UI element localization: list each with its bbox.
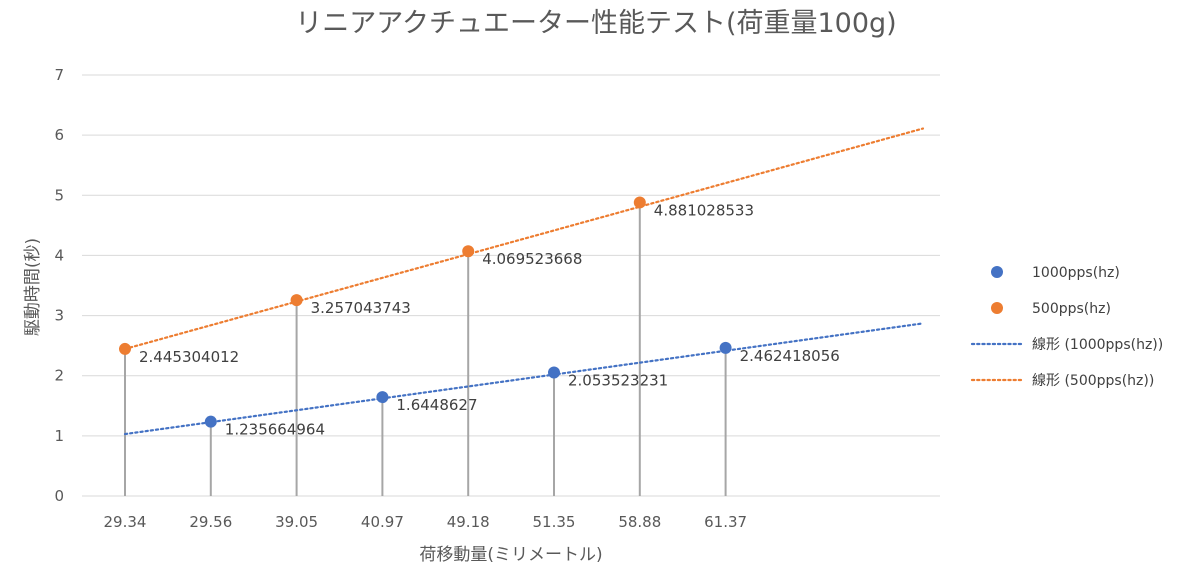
data-point <box>290 294 303 307</box>
x-tick-label: 61.37 <box>704 513 747 531</box>
y-axis-title: 駆動時間(秒) <box>23 238 43 336</box>
y-tick-label: 0 <box>54 487 64 505</box>
data-points <box>119 196 732 428</box>
y-tick-label: 6 <box>54 126 64 144</box>
x-tick-label: 40.97 <box>361 513 404 531</box>
data-point <box>633 196 646 209</box>
legend-marker <box>991 302 1003 314</box>
x-tick-label: 29.34 <box>104 513 147 531</box>
trendline <box>123 322 925 436</box>
data-point <box>548 366 560 379</box>
y-tick-label: 1 <box>54 427 64 445</box>
trendline <box>123 127 925 351</box>
data-point <box>719 341 732 354</box>
legend-label: 線形 (1000pps(hz)) <box>1032 337 1163 353</box>
x-tick-label: 58.88 <box>618 513 661 531</box>
trendlines <box>123 127 925 436</box>
x-tick-labels: 29.34 29.56 39.05 40.97 49.18 51.35 58.88 61.37 <box>104 513 748 531</box>
data-label: 2.053523231 <box>568 371 668 389</box>
x-tick-label: 39.05 <box>275 513 318 531</box>
data-point <box>204 415 217 428</box>
data-point <box>462 245 475 258</box>
legend-label: 1000pps(hz) <box>1032 265 1120 281</box>
chart-title: リニアアクチュエーター性能テスト(荷重量100g) <box>295 8 896 39</box>
x-axis-title: 荷移動量(ミリメートル) <box>419 545 602 565</box>
data-label: 3.257043743 <box>311 299 411 317</box>
gridlines <box>82 74 940 497</box>
data-label: 2.462418056 <box>740 347 840 365</box>
data-labels: 1.235664964 1.6448627 2.053523231 2.4624180… <box>139 201 840 438</box>
y-tick-label: 5 <box>54 186 64 204</box>
data-label: 4.881028533 <box>654 201 754 219</box>
legend: 1000pps(hz) 500pps(hz) 線形 (1000pps(hz)) 線形 … <box>970 265 1163 389</box>
data-point <box>376 391 389 404</box>
y-tick-label: 4 <box>54 246 64 264</box>
data-point <box>119 342 131 355</box>
y-tick-label: 3 <box>54 307 64 325</box>
data-label: 2.445304012 <box>139 348 239 366</box>
legend-marker <box>991 266 1003 278</box>
y-tick-label: 7 <box>54 66 64 84</box>
drop-lines <box>124 202 727 496</box>
x-tick-label: 49.18 <box>447 513 490 531</box>
y-tick-label: 2 <box>54 367 64 385</box>
data-label: 1.6448627 <box>396 396 477 414</box>
data-label: 4.069523668 <box>482 250 582 268</box>
x-tick-label: 29.56 <box>189 513 232 531</box>
legend-label: 500pps(hz) <box>1032 301 1111 317</box>
data-label: 1.235664964 <box>225 421 325 439</box>
legend-label: 線形 (500pps(hz)) <box>1032 373 1154 389</box>
x-tick-label: 51.35 <box>533 513 576 531</box>
y-tick-labels: 0 1 2 3 4 5 6 7 <box>54 66 64 505</box>
